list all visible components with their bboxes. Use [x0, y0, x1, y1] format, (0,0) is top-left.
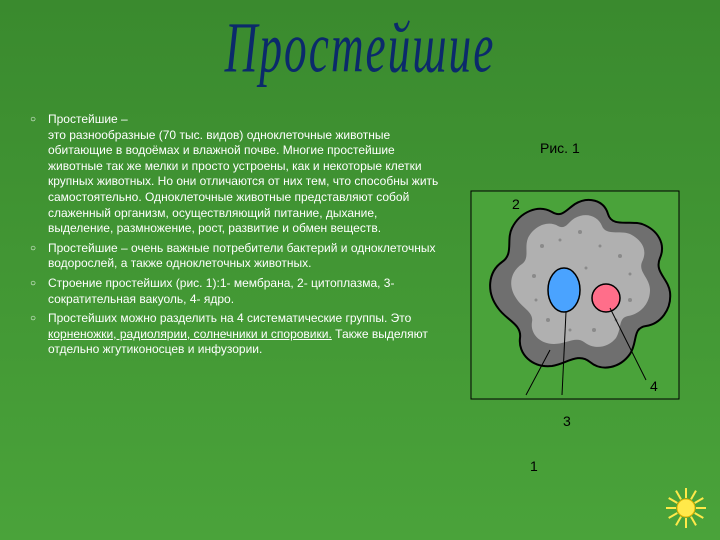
nucleus-shape	[592, 284, 620, 312]
bullet-item: Простейших можно разделить на 4 системат…	[34, 311, 444, 358]
bullet-text: это разнообразные (70 тыс. видов) однокл…	[48, 128, 438, 236]
amoeba-svg	[470, 190, 680, 400]
bullet-underline: корненожки, радиолярии, солнечники и спо…	[48, 327, 332, 341]
diagram-label-1: 1	[530, 458, 538, 474]
bullet-text: Простейшие – очень важные потребители ба…	[48, 241, 435, 271]
slide-root: Простейшие Простейшие – это разнообразны…	[0, 0, 720, 540]
bullet-text: Строение простейших (рис. 1):1- мембрана…	[48, 276, 394, 306]
sun-icon	[664, 486, 708, 530]
figure-caption: Рис. 1	[540, 140, 580, 156]
bullet-item: Простейшие – это разнообразные (70 тыс. …	[34, 112, 444, 237]
bullet-item: Строение простейших (рис. 1):1- мембрана…	[34, 276, 444, 307]
bullet-list: Простейшие – это разнообразные (70 тыс. …	[34, 112, 444, 358]
diagram-label-4: 4	[650, 378, 658, 394]
body-column: Простейшие – это разнообразные (70 тыс. …	[34, 112, 444, 362]
sun-core	[677, 499, 695, 517]
bullet-lead: Простейшие –	[48, 112, 128, 126]
bullet-item: Простейшие – очень важные потребители ба…	[34, 241, 444, 272]
diagram-label-3: 3	[563, 413, 571, 429]
diagram-label-2: 2	[512, 196, 520, 212]
amoeba-diagram	[470, 190, 680, 400]
bullet-text: Простейших можно разделить на 4 системат…	[48, 311, 411, 325]
vacuole-shape	[548, 268, 580, 312]
slide-title: Простейшие	[0, 6, 720, 89]
